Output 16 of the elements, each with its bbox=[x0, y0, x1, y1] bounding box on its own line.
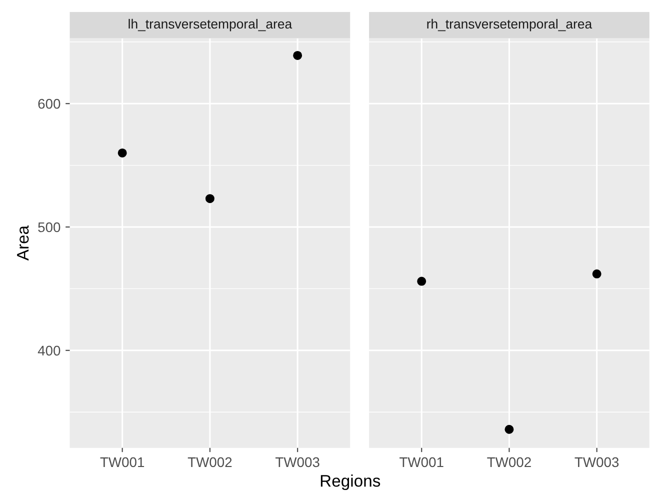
y-tick-label: 500 bbox=[38, 222, 60, 232]
x-tick-label: TW001 bbox=[400, 457, 444, 468]
chart-title: lh_transversetemporal_area bbox=[128, 18, 292, 32]
x-tick-label: TW002 bbox=[487, 457, 531, 468]
x-tick-label: TW003 bbox=[275, 457, 320, 468]
y-tick-label: 400 bbox=[38, 346, 60, 356]
point bbox=[118, 148, 127, 158]
x-tick-label: TW002 bbox=[188, 457, 232, 468]
chart-title: rh_transversetemporal_area bbox=[427, 18, 592, 32]
point bbox=[293, 50, 302, 60]
y-tick-label: 600 bbox=[38, 98, 60, 109]
y-axis-title: Area bbox=[17, 225, 29, 261]
x-tick-label: TW001 bbox=[100, 457, 144, 468]
x-axis-title: Regions bbox=[320, 474, 380, 490]
point bbox=[205, 194, 214, 204]
x-tick-label: TW003 bbox=[574, 457, 619, 468]
